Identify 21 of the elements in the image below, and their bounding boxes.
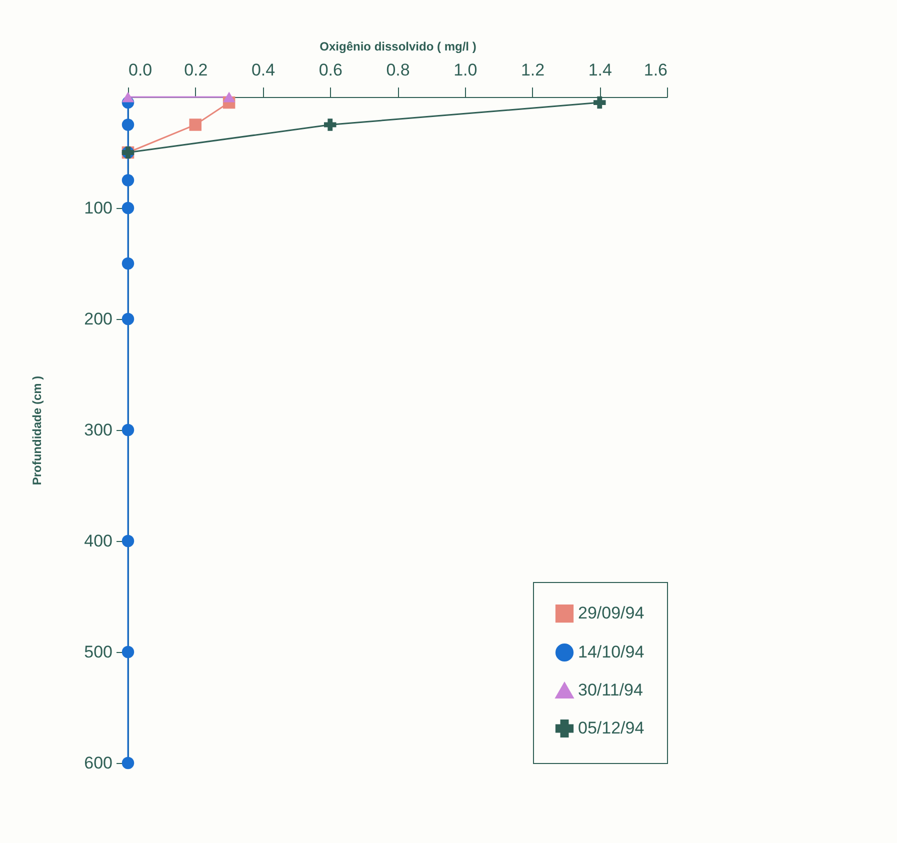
legend-label: 05/12/94 (578, 718, 644, 738)
x-tick-label: 1.2 (520, 60, 545, 80)
legend-label: 29/09/94 (578, 604, 644, 622)
x-tick-label: 0.8 (386, 60, 410, 80)
y-axis-title: Profundidade (cm ) (30, 376, 44, 486)
y-tick-label: 100 (84, 198, 112, 218)
x-axis-title: Oxigênio dissolvido ( mg/l ) (320, 40, 476, 54)
legend-label: 30/11/94 (578, 680, 643, 700)
y-tick-label: 400 (84, 532, 112, 550)
x-tick-label: 0.2 (184, 60, 208, 80)
x-tick-label: 0.4 (251, 60, 276, 80)
x-tick-label: 1.4 (588, 60, 612, 80)
legend-label: 14/10/94 (578, 642, 644, 662)
y-tick-label: 300 (84, 420, 112, 440)
y-tick-label: 500 (84, 642, 112, 662)
y-tick-label: 600 (84, 754, 112, 772)
y-tick-label: 200 (84, 310, 112, 328)
x-tick-label: 1.0 (454, 60, 478, 80)
x-tick-label: 1.6 (644, 60, 668, 80)
x-tick-label: 0.0 (128, 60, 152, 80)
x-tick-label: 0.6 (318, 60, 342, 80)
